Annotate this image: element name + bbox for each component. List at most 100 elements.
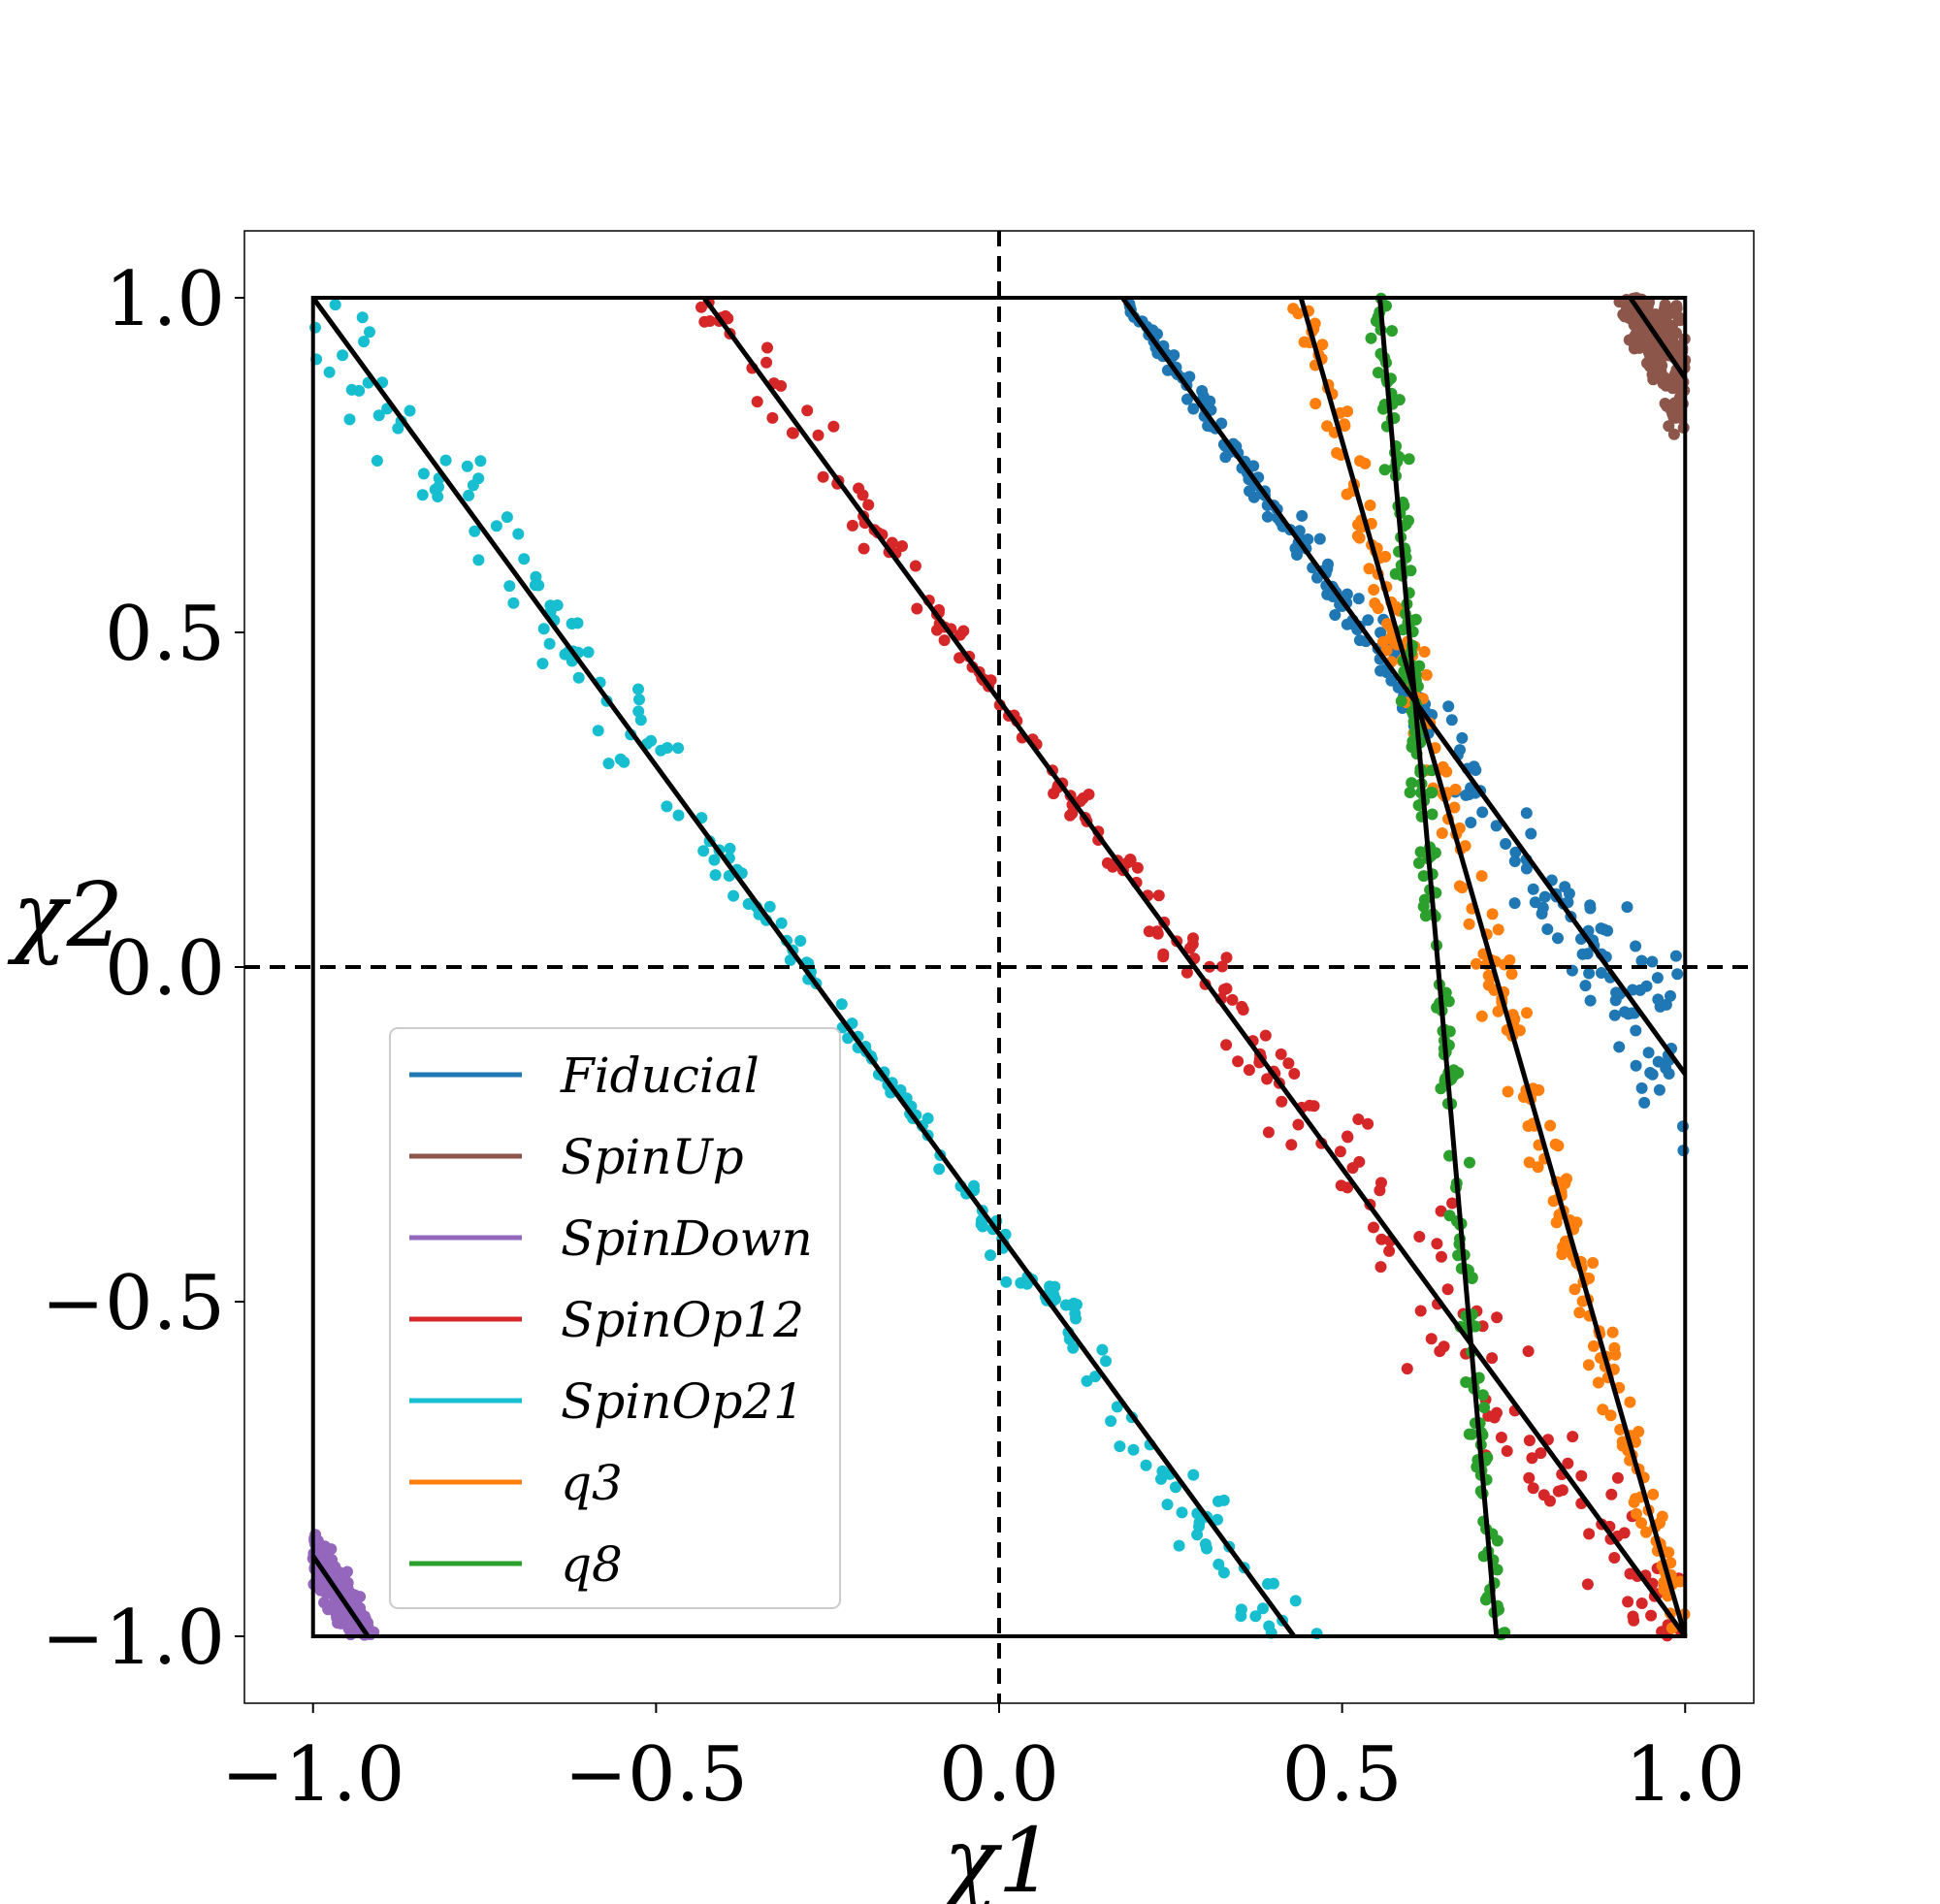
series-point bbox=[1605, 1488, 1618, 1501]
series-point bbox=[329, 299, 341, 311]
y-axis-label: χ2 bbox=[7, 863, 123, 967]
x-tick-label: 0.5 bbox=[1282, 1731, 1403, 1819]
legend-label-q8: q8 bbox=[561, 1536, 623, 1593]
series-point bbox=[1638, 1096, 1651, 1109]
series-point bbox=[1186, 938, 1199, 951]
series-point bbox=[345, 383, 358, 396]
series-point bbox=[633, 694, 645, 706]
series-point bbox=[1293, 525, 1306, 537]
series-point bbox=[1655, 315, 1667, 328]
series-point bbox=[775, 379, 788, 392]
series-point bbox=[933, 1163, 946, 1176]
series-point bbox=[1441, 1283, 1454, 1296]
series-point bbox=[1405, 565, 1417, 577]
series-point bbox=[1567, 1431, 1579, 1443]
legend-label-spindown: SpinDown bbox=[561, 1210, 813, 1267]
series-point bbox=[1374, 1261, 1387, 1274]
series-point bbox=[1262, 1126, 1275, 1139]
series-point bbox=[364, 326, 375, 339]
series-point bbox=[1669, 950, 1682, 962]
series-point bbox=[1470, 764, 1482, 776]
series-point bbox=[787, 427, 799, 439]
series-point bbox=[1491, 1311, 1504, 1324]
series-point bbox=[461, 460, 473, 472]
series-point bbox=[761, 341, 773, 354]
series-point bbox=[1443, 1210, 1456, 1222]
series-point bbox=[1131, 861, 1144, 874]
series-point bbox=[672, 809, 685, 822]
series-point bbox=[1364, 500, 1376, 511]
series-point bbox=[1313, 532, 1326, 545]
series-point bbox=[1436, 827, 1448, 839]
series-point bbox=[1671, 403, 1684, 416]
series-point bbox=[1604, 1409, 1617, 1422]
series-point bbox=[1652, 1055, 1665, 1068]
series-point bbox=[1646, 1068, 1659, 1081]
series-point bbox=[1369, 597, 1381, 609]
series-point bbox=[1193, 1520, 1205, 1533]
series-point bbox=[372, 409, 385, 422]
series-point bbox=[1460, 789, 1472, 801]
series-point bbox=[1674, 1575, 1687, 1588]
series-point bbox=[1413, 1231, 1426, 1242]
series-point bbox=[1630, 1493, 1642, 1505]
series-point bbox=[853, 482, 865, 495]
y-tick-label: 1.0 bbox=[105, 256, 225, 343]
series-point bbox=[1663, 1068, 1675, 1080]
series-point bbox=[1476, 806, 1489, 819]
series-point bbox=[1316, 339, 1329, 351]
series-point bbox=[1475, 1010, 1488, 1022]
series-point bbox=[1463, 1428, 1475, 1440]
series-point bbox=[1509, 846, 1522, 858]
series-point bbox=[1492, 1005, 1504, 1017]
series-point bbox=[857, 542, 870, 555]
series-point bbox=[1587, 1257, 1600, 1269]
series-point bbox=[1100, 1355, 1112, 1368]
series-point bbox=[1645, 1609, 1658, 1622]
series-point bbox=[1667, 428, 1680, 440]
series-point bbox=[1547, 1195, 1560, 1208]
series-point bbox=[632, 705, 645, 718]
series-point bbox=[582, 646, 595, 659]
series-point bbox=[1425, 1333, 1438, 1345]
series-point bbox=[1556, 1484, 1568, 1497]
series-point bbox=[1383, 1244, 1396, 1257]
series-point bbox=[1622, 1596, 1634, 1608]
series-point bbox=[429, 483, 441, 496]
series-point bbox=[1292, 1118, 1305, 1131]
series-point bbox=[886, 536, 898, 549]
series-point bbox=[1386, 325, 1398, 338]
series-point bbox=[703, 315, 716, 327]
series-point bbox=[1378, 464, 1391, 476]
series-point bbox=[1351, 530, 1364, 542]
series-point bbox=[332, 1598, 344, 1611]
series-point bbox=[655, 744, 667, 757]
series-point bbox=[1659, 299, 1671, 311]
series-point bbox=[1308, 1100, 1320, 1113]
series-point bbox=[323, 366, 336, 378]
fit-line-spindown bbox=[310, 1554, 371, 1638]
series-point bbox=[566, 618, 578, 629]
series-point bbox=[1000, 1275, 1013, 1288]
series-point bbox=[1486, 1352, 1499, 1365]
series-point bbox=[1372, 367, 1384, 379]
series-point bbox=[708, 854, 721, 866]
series-point bbox=[1621, 901, 1633, 914]
series-point bbox=[356, 311, 369, 324]
series-point bbox=[1342, 405, 1354, 418]
series-point bbox=[1381, 618, 1394, 630]
series-point bbox=[1538, 890, 1551, 903]
series-point bbox=[1181, 393, 1193, 405]
series-point bbox=[1475, 870, 1488, 883]
series-point bbox=[392, 422, 404, 435]
series-point bbox=[1595, 967, 1607, 979]
series-point bbox=[1426, 787, 1439, 799]
series-point bbox=[1375, 1233, 1388, 1245]
series-point bbox=[1562, 1457, 1574, 1469]
series-point bbox=[1628, 1614, 1640, 1627]
series-point bbox=[794, 935, 807, 947]
series-point bbox=[1630, 1024, 1642, 1037]
series-point bbox=[1243, 1064, 1255, 1077]
series-point bbox=[1584, 902, 1597, 915]
series-point bbox=[1064, 809, 1077, 822]
